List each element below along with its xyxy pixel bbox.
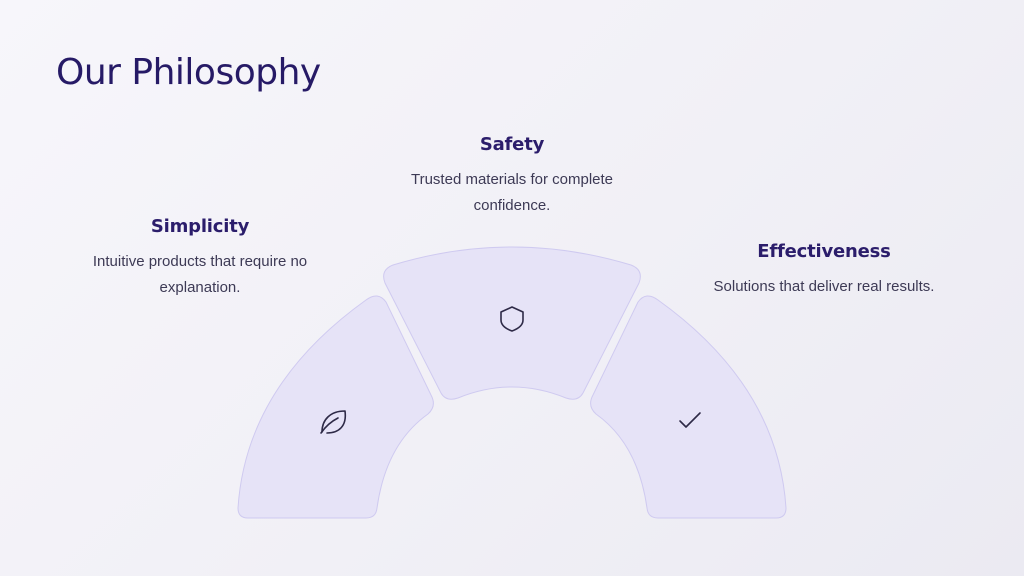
principle-safety-title: Safety: [479, 134, 545, 155]
check-icon: [679, 412, 701, 428]
principle-safety-description: Trusted materials for complete confidenc…: [410, 171, 614, 214]
principle-simplicity-title: Simplicity: [150, 216, 250, 237]
principle-effectiveness: Effectiveness Solutions that deliver rea…: [690, 241, 958, 300]
principle-effectiveness-description: Solutions that deliver real results.: [713, 278, 935, 295]
principle-effectiveness-title: Effectiveness: [757, 241, 891, 262]
leaf-icon: [320, 410, 347, 434]
page-title: Our Philosophy: [56, 52, 321, 93]
arc-segment-effectiveness: [590, 295, 787, 519]
principle-safety: Safety Trusted materials for complete co…: [382, 134, 642, 219]
principle-simplicity-description: Intuitive products that require no expla…: [92, 253, 308, 296]
arc-segment-safety: [383, 246, 641, 400]
shield-icon: [500, 306, 524, 332]
principle-simplicity: Simplicity Intuitive products that requi…: [70, 216, 330, 301]
arc-segment-simplicity: [237, 295, 434, 519]
